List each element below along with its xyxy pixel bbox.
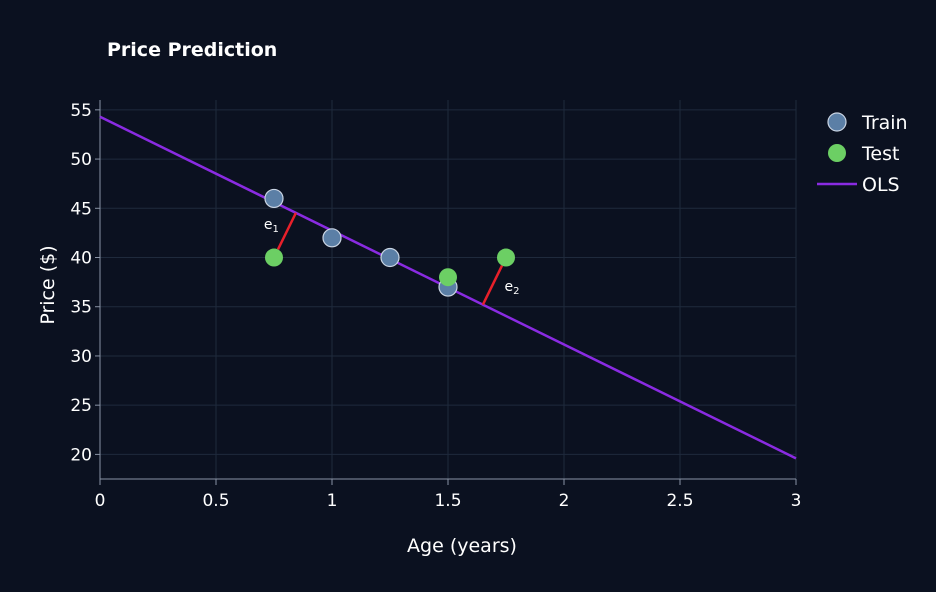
y-tick-label: 35 bbox=[70, 298, 92, 318]
y-tick-label: 40 bbox=[70, 249, 92, 269]
test-point bbox=[439, 268, 457, 287]
x-axis-title: Age (years) bbox=[407, 535, 517, 557]
train-point bbox=[380, 247, 400, 268]
marker-layer bbox=[264, 188, 515, 297]
y-tick-label: 50 bbox=[70, 150, 92, 170]
x-tick-label: 2 bbox=[559, 491, 570, 511]
x-tick-label: 1.5 bbox=[434, 491, 461, 511]
legend-item-ols[interactable]: OLS bbox=[817, 174, 900, 196]
legend-label: OLS bbox=[862, 174, 900, 196]
residual-label-e1: e1 bbox=[264, 217, 279, 235]
tick-labels: 0 0.5 1 1.5 2 2.5 3 20 25 30 35 40 45 50 55 bbox=[70, 101, 801, 511]
x-tick-label: 1 bbox=[327, 491, 338, 511]
legend[interactable]: Train Test OLS bbox=[817, 112, 908, 196]
x-tick-label: 0.5 bbox=[202, 491, 229, 511]
y-tick-label: 20 bbox=[70, 445, 92, 465]
y-tick-label: 25 bbox=[70, 396, 92, 416]
legend-swatch-marker bbox=[828, 144, 846, 162]
x-tick-label: 2.5 bbox=[666, 491, 693, 511]
legend-label: Train bbox=[861, 112, 908, 134]
y-tick-label: 55 bbox=[70, 101, 92, 121]
test-point bbox=[497, 248, 515, 267]
legend-label: Test bbox=[861, 143, 899, 165]
x-tick-label: 0 bbox=[95, 491, 106, 511]
residual-label-subscript: 1 bbox=[273, 224, 279, 235]
grid-lines bbox=[100, 100, 797, 479]
residual-line-e1 bbox=[276, 212, 298, 250]
legend-item-test[interactable]: Test bbox=[828, 143, 899, 165]
test-point bbox=[265, 248, 283, 267]
chart-title: Price Prediction bbox=[107, 39, 277, 61]
y-tick-label: 30 bbox=[70, 347, 92, 367]
axes bbox=[95, 100, 797, 485]
legend-swatch-marker bbox=[827, 112, 847, 132]
train-point bbox=[264, 188, 284, 209]
residual-label-letter: e bbox=[264, 217, 273, 233]
residual-label-letter: e bbox=[504, 279, 513, 295]
legend-item-train[interactable]: Train bbox=[827, 112, 908, 134]
y-tick-label: 45 bbox=[70, 199, 92, 219]
residual-label-subscript: 2 bbox=[513, 286, 519, 297]
y-axis-title: Price ($) bbox=[37, 245, 59, 324]
x-tick-label: 3 bbox=[791, 491, 802, 511]
residual-label-e2: e2 bbox=[504, 279, 519, 297]
train-point bbox=[322, 228, 342, 248]
residual-line-e2 bbox=[481, 265, 504, 306]
